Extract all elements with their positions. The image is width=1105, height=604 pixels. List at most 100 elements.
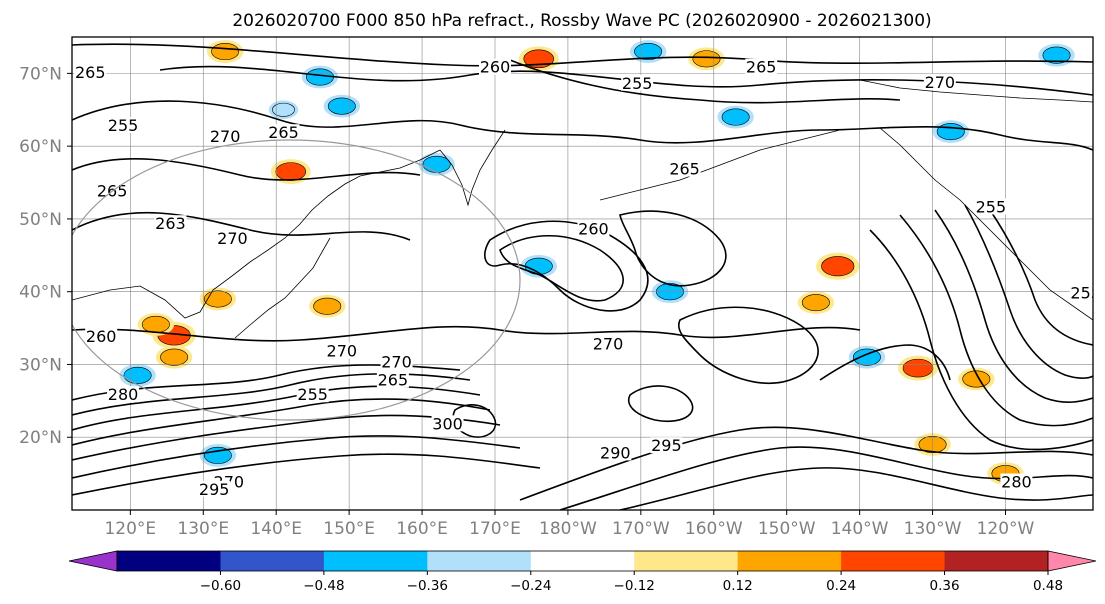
anomaly-blob xyxy=(123,366,152,384)
anomaly-blob xyxy=(327,97,356,115)
contour-label-bg xyxy=(1000,473,1033,490)
lon-label: 120°W xyxy=(977,519,1035,539)
colorbar-bin xyxy=(944,551,1049,571)
contour-line xyxy=(499,235,624,302)
colorbar-tick-label: 0.12 xyxy=(723,578,753,594)
colorbar-tick-label: 0.24 xyxy=(826,578,856,594)
contour-label: 265 xyxy=(378,371,409,390)
coastline-japan xyxy=(234,237,331,339)
colorbar-extend-high xyxy=(1047,550,1097,572)
gridlines xyxy=(72,37,1093,510)
contour-label: 270 xyxy=(925,73,956,92)
contour-label: 265 xyxy=(746,58,777,77)
contour-label-bg xyxy=(745,58,778,75)
contour-line xyxy=(869,229,1093,451)
contour-label-bg xyxy=(198,480,231,497)
contour-label: 260 xyxy=(480,58,511,77)
contour-label: 280 xyxy=(108,385,139,404)
colorbar-bin xyxy=(530,551,635,571)
contour-label-bg xyxy=(107,116,140,133)
latitude-labels: 20°N 30°N 40°N 50°N 60°N 70°N xyxy=(19,64,72,448)
contour-label-bg xyxy=(668,160,701,177)
contour-line xyxy=(509,59,901,104)
contour-line xyxy=(72,325,861,342)
anomaly-blob xyxy=(275,162,307,181)
contour-line xyxy=(619,210,727,287)
colorbar-tick-label: −0.36 xyxy=(407,578,448,594)
lon-label: 140°E xyxy=(250,519,302,539)
colorbar-bin xyxy=(841,551,946,571)
lon-label: 160°E xyxy=(396,519,448,539)
contour-line xyxy=(72,100,1093,151)
contour-line xyxy=(72,211,411,241)
anomaly-blob xyxy=(313,297,342,315)
contour-label-bg xyxy=(478,58,511,75)
colorbar-tick-label: −0.48 xyxy=(303,578,344,594)
refractivity-contours xyxy=(72,43,1093,510)
contour-label: 265 xyxy=(669,160,700,179)
contour-label-bg xyxy=(107,386,140,403)
anomaly-blob xyxy=(801,294,830,312)
lon-label: 170°W xyxy=(612,519,670,539)
lat-label: 40°N xyxy=(19,283,62,303)
contour-line xyxy=(819,344,951,381)
colorbar-tick-label: −0.60 xyxy=(200,578,241,594)
contour-label: 300 xyxy=(432,414,463,433)
contour-label-bg xyxy=(74,63,107,80)
lon-label: 130°E xyxy=(177,519,229,539)
anomaly-blob xyxy=(272,102,295,117)
anomaly-blob xyxy=(634,43,663,61)
contour-label-bg xyxy=(1069,284,1093,301)
lat-label: 20°N xyxy=(19,428,62,448)
chart-title: 2026020700 F000 850 hPa refract., Rossby… xyxy=(232,11,931,31)
colorbar-tick-label: 0.36 xyxy=(930,578,960,594)
contour-label-bg xyxy=(154,215,187,232)
contour-label: 255 xyxy=(108,116,139,135)
colorbar-bin xyxy=(323,551,428,571)
colorbar xyxy=(68,550,1097,572)
contour-line xyxy=(989,209,1093,346)
contour-label: 265 xyxy=(75,63,106,82)
colorbar-bin xyxy=(117,551,221,571)
contour-label: 270 xyxy=(593,334,624,353)
contour-line xyxy=(72,373,471,416)
contour-line xyxy=(678,306,819,384)
coastline-kamchatka xyxy=(439,129,506,207)
contour-line xyxy=(934,209,1093,403)
contour-label-bg xyxy=(267,124,300,141)
contour-label-bg xyxy=(592,335,625,352)
contour-line xyxy=(619,467,1093,510)
lon-label: 150°E xyxy=(323,519,375,539)
contour-label-bg xyxy=(923,74,956,91)
contour-line xyxy=(519,426,1093,501)
contour-label: 265 xyxy=(268,123,299,142)
contour-label: 255 xyxy=(1070,283,1101,302)
contour-label-bg xyxy=(431,415,464,432)
contour-label: 280 xyxy=(1001,473,1032,492)
anomaly-blob xyxy=(160,348,189,366)
contour-label-bg xyxy=(974,198,1007,215)
anomaly-blob xyxy=(203,290,232,308)
anomaly-blob xyxy=(821,256,855,277)
contour-label-bg xyxy=(296,386,329,403)
contour-label: 270 xyxy=(327,342,358,361)
colorbar-bin xyxy=(737,551,842,571)
contour-label-bg xyxy=(577,220,610,237)
contour-label-bg xyxy=(650,437,683,454)
contour-label: 295 xyxy=(199,480,230,499)
contour-label: 270 xyxy=(381,352,412,371)
great-circle-ring xyxy=(72,139,521,421)
colorbar-frame xyxy=(116,550,1049,572)
contour-line xyxy=(72,158,421,181)
lat-label: 70°N xyxy=(19,64,62,84)
anomaly-blob xyxy=(422,155,451,173)
contour-line xyxy=(72,398,491,446)
contour-label: 255 xyxy=(976,197,1007,216)
lat-label: 30°N xyxy=(19,355,62,375)
contour-label-bg xyxy=(325,342,358,359)
contour-label: 260 xyxy=(86,327,117,346)
contour-line xyxy=(72,435,521,479)
anomaly-blob xyxy=(1042,46,1071,64)
